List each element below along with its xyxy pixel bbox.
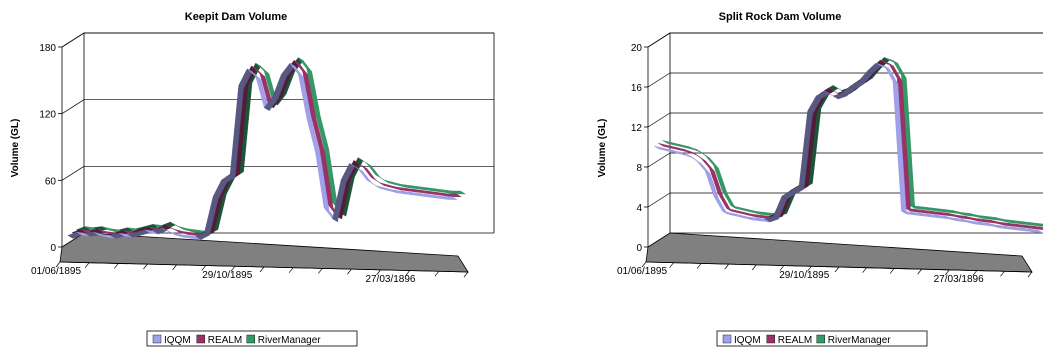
ribbon-segment (1037, 223, 1043, 227)
x-tick (143, 263, 148, 270)
series-realm (71, 60, 462, 237)
gridline-side (647, 192, 671, 208)
y-tick-label: 12 (631, 123, 643, 134)
split-rock-dam-chart: Split Rock Dam Volume Volume (GL) 0 4 8 12 1… (597, 11, 1043, 347)
x-tick (405, 270, 410, 276)
x-tick-label: 01/06/1895 (31, 266, 81, 277)
y-axis-label: Volume (GL) (10, 119, 21, 178)
x-tick (917, 268, 922, 275)
y-tick-label: 16 (631, 83, 643, 94)
legend-entry: IQQM (734, 335, 761, 346)
x-tick (434, 271, 440, 277)
ribbon-segment (700, 158, 715, 172)
y-tick-label: 120 (39, 110, 56, 121)
x-tick (779, 265, 785, 271)
x-tick (318, 268, 323, 274)
legend-swatch (196, 334, 206, 344)
series-rivermanager (75, 57, 467, 235)
chart-title: Keepit Dam Volume (185, 11, 288, 23)
x-tick (230, 266, 236, 272)
y-tick-label: 20 (631, 43, 643, 54)
x-tick (945, 269, 950, 276)
x-tick (114, 263, 119, 269)
legend: IQQM REALM RiverManager (716, 330, 928, 347)
gridline-side (647, 72, 671, 88)
ribbon-segment (366, 163, 381, 178)
ribbon-segment (442, 196, 458, 200)
legend-swatch (722, 334, 732, 344)
legend-entry: IQQM (164, 335, 191, 346)
x-tick-label: 29/10/1895 (779, 270, 829, 281)
ribbon-segment (362, 165, 377, 181)
chart-title: Split Rock Dam Volume (719, 11, 842, 23)
x-tick (1027, 271, 1033, 278)
x-tick (807, 266, 812, 272)
x-tick (172, 264, 177, 271)
series-iqqm (67, 62, 458, 240)
gridline-side (647, 112, 671, 128)
legend-swatch (816, 334, 825, 344)
legend-entry: REALM (208, 335, 242, 346)
legend-swatch (246, 334, 256, 344)
x-tick (641, 261, 647, 268)
ribbon-segment (446, 193, 462, 197)
x-tick (376, 269, 381, 276)
x-tick (288, 267, 294, 273)
y-tick-label: 4 (636, 203, 642, 214)
x-tick (889, 268, 895, 274)
legend-entry: RiverManager (258, 335, 321, 346)
floor (59, 232, 469, 273)
x-tick (463, 271, 469, 278)
x-tick-label: 27/03/1896 (365, 274, 415, 285)
x-tick (55, 261, 61, 268)
gridline-side (647, 152, 671, 168)
y-tick-label: 180 (39, 43, 56, 54)
y-tick-label: 60 (45, 176, 57, 187)
x-tick (1000, 271, 1005, 277)
x-tick (834, 266, 840, 273)
series-iqqm (653, 62, 1043, 234)
legend-entry: REALM (778, 335, 812, 346)
legend-entry: RiverManager (828, 335, 891, 346)
legend-swatch (152, 334, 162, 344)
x-tick-label: 27/03/1896 (934, 274, 984, 285)
x-tick (669, 262, 674, 268)
legend-swatch (766, 334, 775, 344)
x-tick (752, 264, 757, 271)
floor (645, 232, 1033, 273)
x-tick (862, 267, 867, 273)
x-tick (724, 263, 729, 270)
x-tick (84, 262, 90, 268)
ribbon-segment (704, 155, 719, 169)
ribbon-segment (451, 190, 467, 195)
keepit-dam-chart: Keepit Dam Volume Volume (GL) 0 60 120 180 0… (10, 11, 495, 347)
x-tick (259, 266, 265, 273)
x-tick-label: 29/10/1895 (202, 270, 252, 281)
x-tick (201, 265, 206, 271)
y-tick-label: 0 (50, 243, 56, 254)
x-tick (696, 263, 702, 269)
y-axis-label: Volume (GL) (597, 119, 608, 178)
ribbon-segment (696, 160, 711, 175)
left-wall-top (61, 32, 85, 48)
back-wall (83, 32, 495, 233)
left-wall-top (647, 32, 671, 48)
ribbon-segment (357, 168, 372, 184)
x-tick (347, 268, 352, 275)
ribbon-segment (1033, 226, 1043, 230)
gridline-side (61, 99, 85, 114)
x-tick (972, 270, 978, 276)
ribbon-segment (1029, 228, 1043, 234)
x-tick-label: 01/06/1895 (617, 266, 667, 277)
y-tick-label: 0 (636, 243, 642, 254)
y-tick-label: 8 (636, 163, 642, 174)
gridline-side (61, 166, 85, 181)
legend: IQQM REALM RiverManager (146, 330, 358, 347)
